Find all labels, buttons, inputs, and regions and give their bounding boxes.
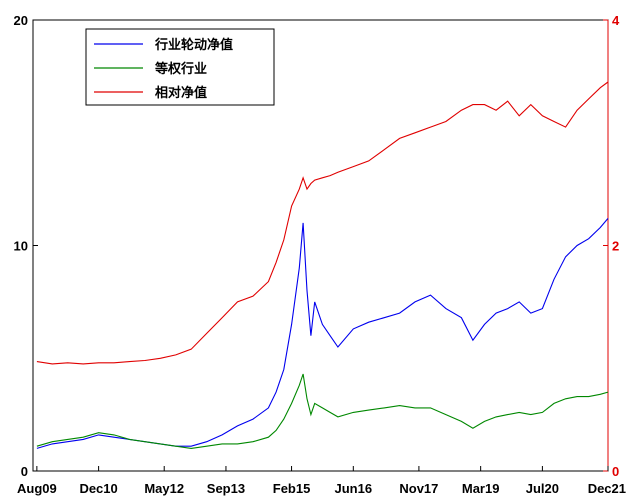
legend: 行业轮动净值 等权行业 相对净值	[85, 28, 275, 106]
x-tick-label-2: May12	[144, 481, 184, 496]
x-tick-label-9: Dec21	[588, 481, 626, 496]
legend-label-1: 等权行业	[154, 61, 207, 76]
x-tick-label-4: Feb15	[273, 481, 311, 496]
x-tick-label-3: Sep13	[207, 481, 245, 496]
x-tick-label-1: Dec10	[79, 481, 117, 496]
x-tick-label-6: Nov17	[399, 481, 438, 496]
right-tick-label-0: 0	[612, 464, 619, 479]
right-tick-label-2: 4	[612, 13, 620, 28]
x-tick-label-5: Jun16	[335, 481, 373, 496]
left-tick-label-2: 20	[14, 13, 28, 28]
x-tick-label-8: Jul20	[526, 481, 559, 496]
legend-label-2: 相对净值	[155, 85, 207, 100]
right-tick-label-1: 2	[612, 239, 619, 254]
series-line-2	[36, 81, 609, 365]
legend-label-0: 行业轮动净值	[154, 37, 233, 52]
series-line-1	[36, 373, 609, 449]
x-tick-label-7: Mar19	[462, 481, 500, 496]
left-tick-label-1: 10	[14, 239, 28, 254]
x-tick-label-0: Aug09	[17, 481, 57, 496]
tick-layer: 0 10 20 0 2 4 Aug09 Dec10 May12 Sep13 Feb15 Jun16 No…	[14, 13, 626, 496]
series-layer	[36, 81, 609, 449]
left-tick-label-0: 0	[21, 464, 28, 479]
